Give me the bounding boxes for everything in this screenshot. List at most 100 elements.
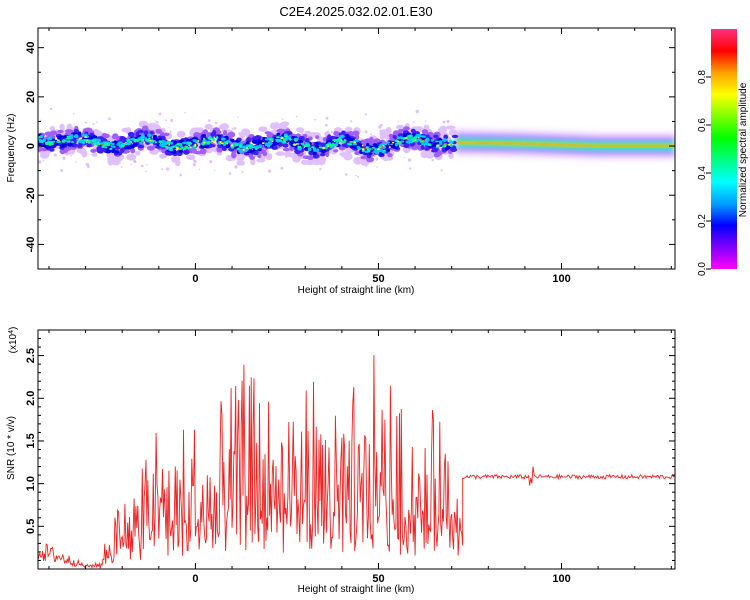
spectral-blob — [274, 122, 280, 129]
colorbar-tick-label: 0.0 — [697, 262, 708, 276]
spectral-blob — [49, 143, 54, 146]
spectral-blob — [197, 140, 200, 142]
spectral-blob — [371, 146, 376, 149]
spectral-blob — [383, 142, 388, 146]
spectral-speck — [268, 169, 272, 173]
spectral-speck — [364, 130, 368, 134]
spectral-blob — [114, 150, 120, 154]
spectral-blob — [360, 155, 367, 160]
spectral-blob — [433, 134, 439, 139]
spectral-speck — [237, 116, 239, 118]
spectral-blob — [151, 139, 154, 143]
spectral-speck — [198, 168, 201, 171]
spectral-blob — [220, 137, 226, 141]
spectral-blob — [245, 147, 249, 149]
spectral-blob — [74, 134, 78, 138]
spectral-blob — [239, 131, 246, 139]
spectral-blob — [410, 128, 416, 134]
spectral-blob — [66, 135, 71, 138]
spectral-speck — [155, 120, 159, 124]
spectral-blob — [169, 146, 173, 149]
y-tick-label: -40 — [25, 236, 37, 252]
spectral-blob — [423, 124, 430, 130]
spectral-speck — [165, 119, 168, 121]
snr-series-line — [38, 355, 675, 569]
spectral-blob — [332, 139, 336, 142]
spectral-blob — [66, 137, 70, 140]
spectral-blob — [334, 143, 338, 147]
spectral-blob — [269, 138, 273, 142]
spectral-blob — [421, 135, 426, 138]
spectral-blob — [311, 146, 315, 149]
spectral-blob — [297, 145, 302, 149]
spectral-speck — [214, 121, 218, 125]
spectral-blob — [176, 130, 186, 138]
spectral-blob — [39, 147, 48, 152]
y-tick-label: 40 — [25, 42, 37, 54]
spectral-blob — [354, 139, 359, 143]
spectral-blob — [396, 124, 405, 130]
x-tick-label: 0 — [192, 273, 198, 285]
colorbar-tick-label: 0.6 — [697, 118, 708, 132]
spectral-speck — [179, 173, 182, 177]
spectral-blob — [231, 138, 235, 143]
spectral-speck — [96, 121, 98, 123]
spectral-blob — [86, 139, 89, 141]
spectral-blob — [345, 146, 352, 155]
tail-core-red — [455, 141, 675, 147]
spectral-blob — [251, 139, 258, 144]
spectral-blob — [111, 142, 115, 146]
spectral-blob — [410, 145, 419, 150]
spectral-blob — [258, 144, 263, 149]
colorbar-tick-label: 0.2 — [697, 214, 708, 228]
spectral-blob — [148, 137, 151, 140]
spectral-blob — [357, 147, 363, 150]
spectral-blob — [391, 142, 395, 144]
spectral-speck — [440, 169, 443, 172]
spectral-blob — [366, 143, 370, 147]
y-tick-label: 1.0 — [25, 476, 37, 491]
spectral-blob — [318, 146, 323, 149]
spectral-blob — [85, 127, 92, 133]
spectral-blob — [349, 132, 356, 136]
spectral-blob — [80, 137, 83, 139]
spectral-blob — [149, 149, 159, 155]
colorbar: 0.0 0.2 0.4 0.6 0.8 Normalized spectral ampl… — [697, 29, 749, 276]
spectral-blob — [149, 131, 154, 135]
spectral-blob — [47, 137, 52, 140]
spectral-blob — [265, 153, 273, 159]
spectral-blob — [312, 151, 317, 156]
spectral-blob — [155, 128, 162, 133]
spectral-blob — [66, 140, 71, 143]
spectral-blob — [155, 145, 161, 149]
spectral-blob — [190, 146, 192, 149]
spectral-speck — [409, 167, 412, 170]
spectral-blob — [332, 143, 336, 146]
spectral-blob — [49, 140, 54, 143]
spectral-blob — [49, 147, 55, 152]
spectral-blob — [159, 143, 163, 146]
spectral-blob — [238, 144, 242, 148]
spectral-blob — [57, 135, 62, 140]
spectral-blob — [451, 134, 459, 139]
spectral-speck — [161, 168, 164, 171]
spectral-blob — [356, 146, 361, 148]
spectral-blob — [84, 136, 88, 138]
spectral-blob — [353, 141, 357, 144]
spectrogram-x-ticks: 0 50 100 — [48, 28, 672, 285]
spectral-speck — [355, 174, 357, 177]
spectral-blob — [257, 153, 262, 159]
spectral-blob — [414, 139, 417, 141]
spectral-blob — [87, 140, 91, 144]
spectral-blob — [213, 141, 216, 144]
spectral-blob — [111, 145, 116, 148]
spectral-speck — [357, 175, 360, 178]
spectral-blob — [420, 144, 425, 150]
spectral-blob — [97, 138, 101, 143]
spectral-speck — [233, 127, 237, 130]
spectral-blob — [256, 158, 266, 163]
spectral-blob — [257, 147, 262, 152]
spectral-blob — [38, 138, 42, 141]
spectral-blob — [430, 139, 434, 142]
spectral-blob — [253, 151, 259, 156]
